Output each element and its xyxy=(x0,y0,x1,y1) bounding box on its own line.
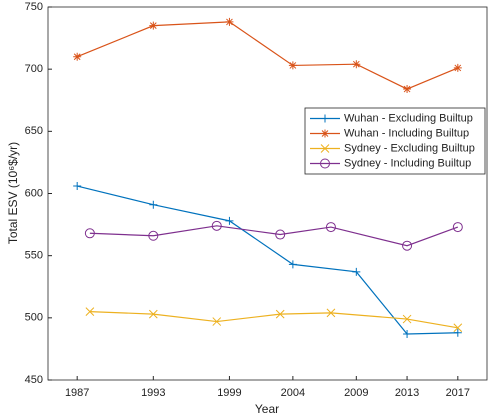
y-tick-label: 700 xyxy=(25,63,43,75)
marker xyxy=(85,307,95,316)
x-tick-label: 2004 xyxy=(281,387,305,399)
series-line xyxy=(76,21,459,90)
x-tick-label: 1999 xyxy=(217,387,241,399)
legend-label: Wuhan - Including Builtup xyxy=(344,127,469,139)
legend-marker xyxy=(320,158,330,169)
marker xyxy=(402,314,412,324)
series-line xyxy=(89,225,459,247)
legend-label: Wuhan - Excluding Builtup xyxy=(344,112,473,124)
legend-label: Sydney - Including Builtup xyxy=(344,157,471,169)
marker xyxy=(352,60,361,69)
x-tick-label: 2009 xyxy=(344,387,368,399)
x-tick-label: 1987 xyxy=(65,387,89,399)
x-tick-label: 2013 xyxy=(395,387,419,399)
marker xyxy=(148,309,158,319)
marker xyxy=(352,267,361,276)
marker xyxy=(402,240,413,251)
legend-marker xyxy=(320,144,330,153)
x-axis-label: Year xyxy=(255,402,279,416)
marker xyxy=(225,17,234,26)
x-tick-label: 2017 xyxy=(446,387,470,399)
marker xyxy=(211,220,222,231)
y-tick-label: 650 xyxy=(25,125,43,137)
y-tick-label: 500 xyxy=(25,312,43,324)
marker xyxy=(73,182,82,191)
marker xyxy=(288,260,297,269)
marker xyxy=(275,309,285,319)
marker xyxy=(148,230,159,241)
marker xyxy=(84,228,95,239)
marker xyxy=(453,63,462,72)
plot-frame xyxy=(47,6,488,381)
marker xyxy=(149,200,158,209)
y-tick-label: 550 xyxy=(25,250,43,262)
legend-marker xyxy=(321,129,329,138)
marker xyxy=(288,61,297,70)
legend-marker xyxy=(321,114,329,123)
series-line xyxy=(77,185,458,335)
y-tick-label: 750 xyxy=(25,1,43,13)
series-line xyxy=(89,311,458,329)
marker xyxy=(73,52,82,61)
legend-label: Sydney - Excluding Builtup xyxy=(344,142,475,154)
marker xyxy=(403,329,412,338)
y-axis-label: Total ESV (10⁶$/yr) xyxy=(6,142,20,244)
x-tick-label: 1993 xyxy=(141,387,165,399)
marker xyxy=(453,323,463,333)
y-tick-label: 600 xyxy=(25,187,43,199)
marker xyxy=(149,21,158,30)
marker xyxy=(325,222,336,233)
marker xyxy=(212,317,222,326)
marker xyxy=(326,308,336,318)
marker xyxy=(453,328,462,337)
marker xyxy=(403,85,412,94)
marker xyxy=(275,229,286,240)
marker xyxy=(452,222,463,233)
y-tick-label: 450 xyxy=(25,374,43,386)
marker xyxy=(225,216,234,225)
